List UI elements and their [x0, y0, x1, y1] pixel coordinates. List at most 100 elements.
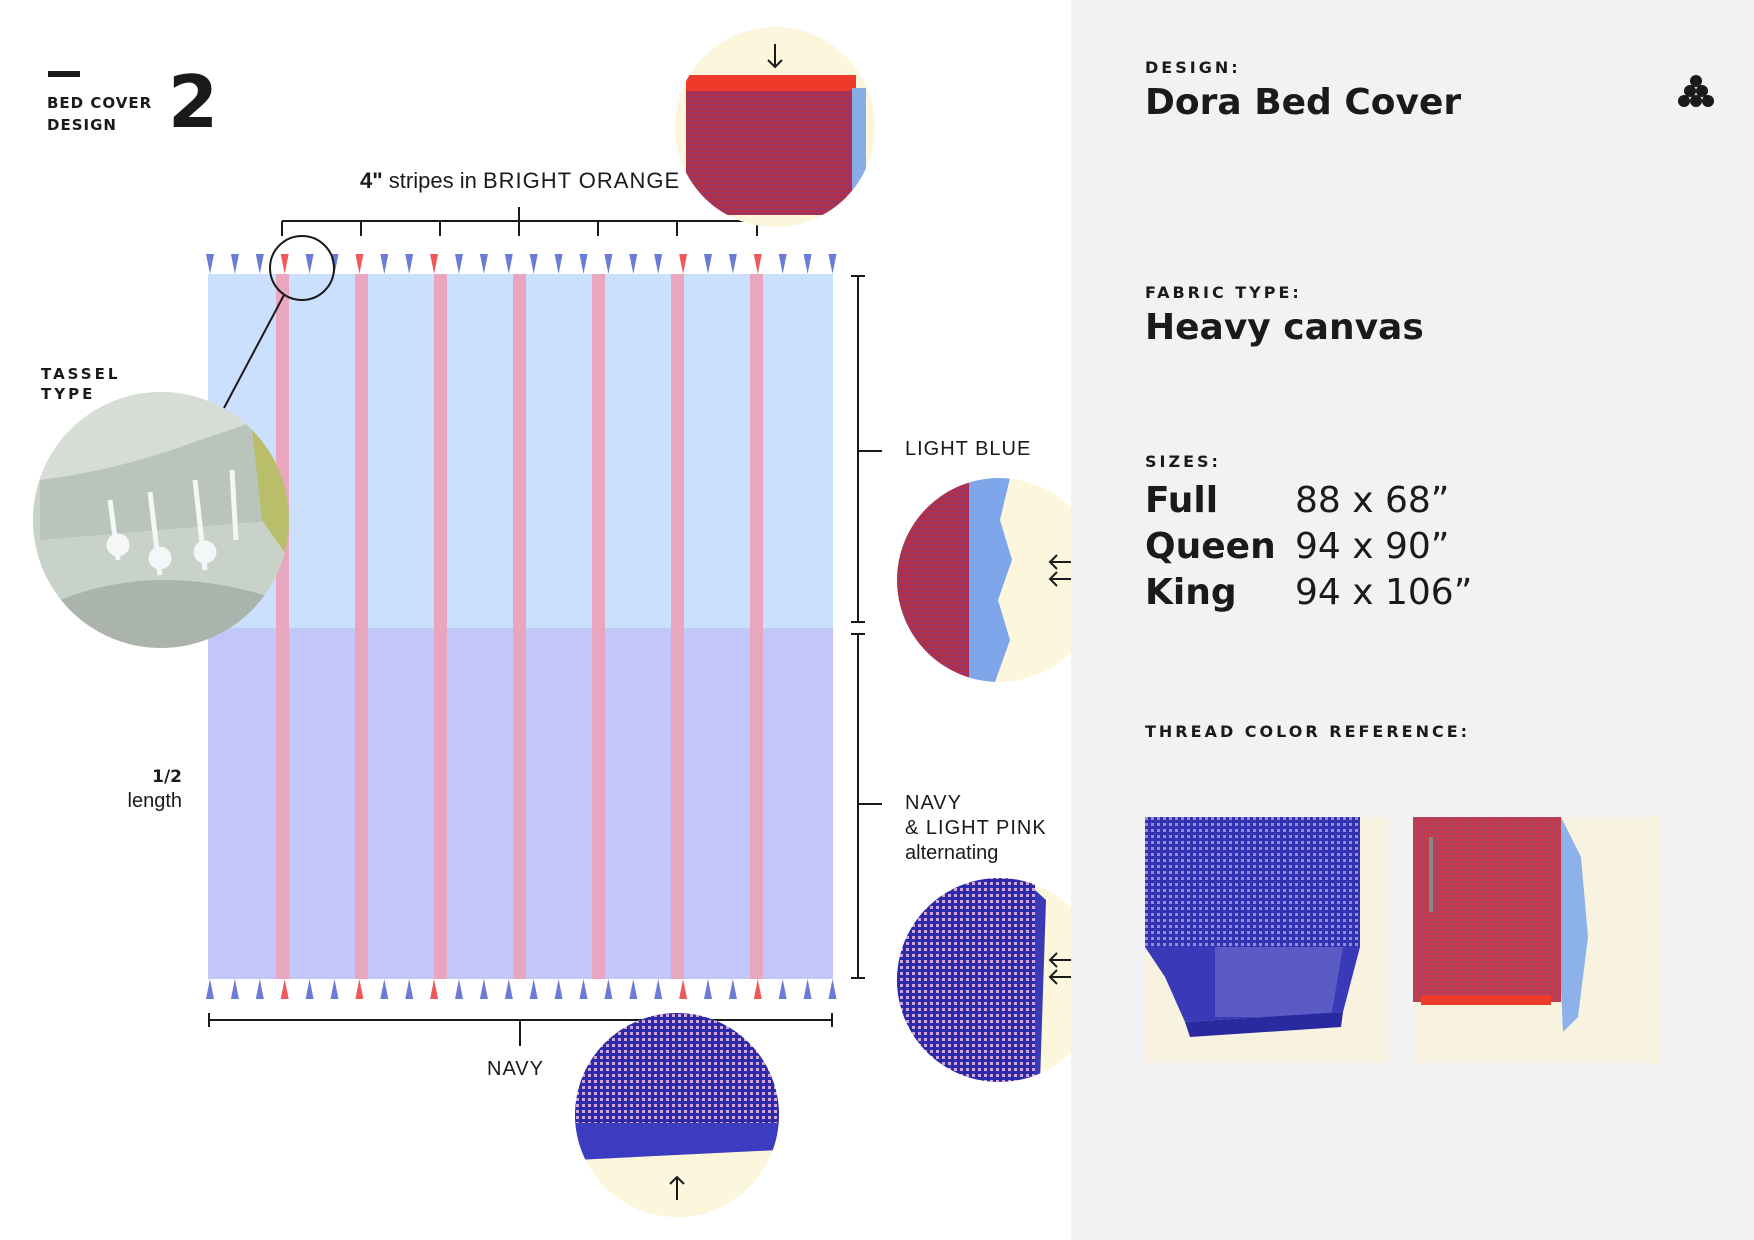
tassel — [305, 254, 314, 274]
tassel — [604, 979, 613, 999]
stripes-label: 4" stripes in BRIGHT ORANGE — [360, 168, 680, 194]
tassel — [479, 254, 488, 274]
tassel — [704, 254, 712, 274]
arrow-left-icon — [1048, 952, 1071, 985]
tassel — [529, 979, 538, 999]
stripes-size: 4" — [360, 168, 383, 193]
tassel — [504, 979, 513, 999]
section-label-line1: BED COVER — [47, 94, 153, 112]
tassel — [828, 979, 837, 999]
width-bracket — [208, 1013, 833, 1046]
tassel — [280, 254, 289, 274]
fabric-label: FABRIC TYPE: — [1145, 283, 1302, 302]
tassel — [355, 979, 364, 999]
tassel — [504, 254, 513, 274]
thread-swatch-red — [1413, 817, 1659, 1063]
fabric-value: Heavy canvas — [1145, 307, 1424, 348]
design-name: Dora Bed Cover — [1145, 82, 1462, 123]
size-dims: 94 x 90” — [1295, 526, 1450, 567]
stripes-color: BRIGHT ORANGE — [482, 168, 681, 193]
arrow-down-icon — [767, 44, 783, 69]
navy-pink-line1: NAVY — [905, 792, 962, 814]
tassel — [206, 254, 214, 274]
stripe — [750, 274, 763, 979]
tassel — [554, 254, 563, 274]
tassel — [380, 979, 389, 999]
tassel — [455, 979, 463, 999]
light-blue-label: LIGHT BLUE — [905, 438, 1032, 460]
tassel — [828, 254, 837, 274]
stripe — [276, 274, 289, 979]
section-label: BED COVER DESIGN — [47, 92, 152, 136]
bottom-tassels — [206, 979, 837, 999]
top-tassels — [206, 254, 837, 274]
tassel — [405, 979, 414, 999]
tassel — [380, 254, 389, 274]
tassel — [679, 254, 688, 274]
tassel-sample-image — [33, 392, 289, 648]
sizes-table: Full 88 x 68” Queen 94 x 90” King 94 x 1… — [1145, 478, 1472, 616]
tassel — [604, 254, 613, 274]
tassel — [629, 254, 638, 274]
half-word: length — [127, 790, 183, 812]
size-row: Full 88 x 68” — [1145, 478, 1472, 524]
half-length-label: 1/2 length — [100, 765, 183, 813]
tassel-callout-leader — [223, 294, 285, 409]
tassel — [405, 254, 414, 274]
stripe — [513, 274, 526, 979]
tassel — [778, 979, 787, 999]
dots-cluster-icon — [1676, 72, 1716, 108]
arrow-left-icon — [1048, 554, 1071, 587]
tassel — [704, 979, 712, 999]
tassel — [355, 254, 364, 274]
stripe — [592, 274, 605, 979]
tassel — [230, 254, 239, 274]
tassel — [430, 979, 439, 999]
tassel — [554, 979, 563, 999]
tassel — [479, 979, 488, 999]
tassel — [455, 254, 463, 274]
tassel — [803, 979, 812, 999]
size-dims: 88 x 68” — [1295, 480, 1450, 521]
stripe-dimension-bracket — [281, 207, 758, 236]
tassel — [654, 254, 663, 274]
header-dash — [48, 71, 80, 77]
sizes-label: SIZES: — [1145, 452, 1221, 471]
tassel-label-line1: TASSEL — [41, 365, 121, 383]
tassel-type-label: TASSEL TYPE — [41, 364, 120, 404]
size-name: King — [1145, 572, 1237, 613]
size-row: Queen 94 x 90” — [1145, 524, 1472, 570]
tassel — [679, 979, 688, 999]
tassel — [753, 254, 762, 274]
tassel — [728, 979, 737, 999]
stripe — [355, 274, 368, 979]
section-label-line2: DESIGN — [47, 116, 117, 134]
light-blue-sample — [897, 478, 1071, 682]
stripe — [671, 274, 684, 979]
tassel — [529, 254, 538, 274]
tassel — [579, 254, 588, 274]
tassel — [255, 254, 264, 274]
tassel — [280, 979, 289, 999]
tassel — [330, 979, 339, 999]
tassel — [778, 254, 787, 274]
orange-edge-sample — [675, 27, 875, 227]
tassel — [654, 979, 663, 999]
navy-bottom-label: NAVY — [487, 1058, 544, 1080]
tassel — [430, 254, 439, 274]
stripe — [434, 274, 447, 979]
navy-pink-line2: & LIGHT PINK — [905, 817, 1047, 839]
half-fraction: 1/2 — [152, 767, 182, 787]
navy-pink-label: NAVY & LIGHT PINK alternating — [905, 791, 1047, 866]
orange-stripes — [276, 274, 763, 979]
tassel — [230, 979, 239, 999]
stripes-middle: stripes in — [382, 168, 483, 193]
size-row: King 94 x 106” — [1145, 570, 1472, 616]
tassel — [305, 979, 314, 999]
tassel — [255, 979, 264, 999]
tassel-callout-ring — [269, 235, 335, 301]
tassel — [803, 254, 812, 274]
navy-pink-bracket — [851, 633, 882, 979]
size-dims: 94 x 106” — [1295, 572, 1473, 613]
navy-edge-sample — [575, 1013, 779, 1217]
